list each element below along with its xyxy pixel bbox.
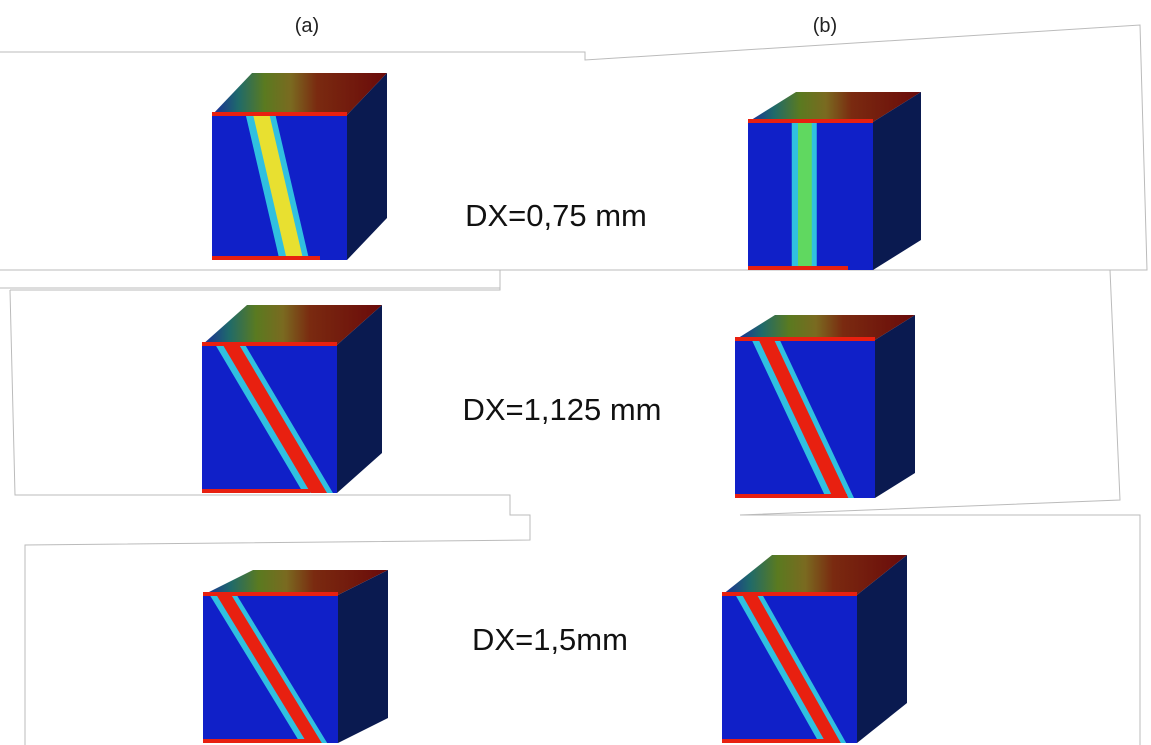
column-label: (a) <box>295 15 319 37</box>
edge <box>212 112 347 116</box>
panel-frames <box>0 24 1148 745</box>
shear-band <box>798 122 812 270</box>
edge <box>203 592 338 596</box>
edge <box>748 266 848 270</box>
row-label: DX=1,5mm <box>472 622 628 657</box>
shear-band <box>758 340 849 498</box>
cube-side <box>873 92 921 270</box>
edge <box>722 592 857 596</box>
cube-top <box>202 305 382 345</box>
edge <box>202 342 337 346</box>
cube-top <box>203 570 388 595</box>
cube-side <box>857 555 907 743</box>
edge <box>202 489 310 493</box>
column-label: (b) <box>813 15 837 37</box>
edge <box>722 739 830 743</box>
edge <box>735 494 847 498</box>
edge <box>212 256 320 260</box>
cube-top <box>735 315 915 340</box>
shear-band <box>216 595 322 743</box>
cube-top <box>748 92 921 122</box>
shear-band <box>222 345 328 493</box>
edge <box>735 337 875 341</box>
cube-side <box>338 570 388 743</box>
cube-side <box>347 73 387 260</box>
cube-side <box>875 315 915 498</box>
row-label: DX=0,75 mm <box>465 198 647 233</box>
edge <box>203 739 311 743</box>
edge <box>748 119 873 123</box>
shear-band <box>742 595 841 743</box>
cube-side <box>337 305 382 493</box>
cube-top <box>722 555 907 595</box>
cubes <box>202 73 921 743</box>
cube-top <box>212 73 387 115</box>
row-label: DX=1,125 mm <box>462 392 661 427</box>
shear-band <box>253 115 304 260</box>
